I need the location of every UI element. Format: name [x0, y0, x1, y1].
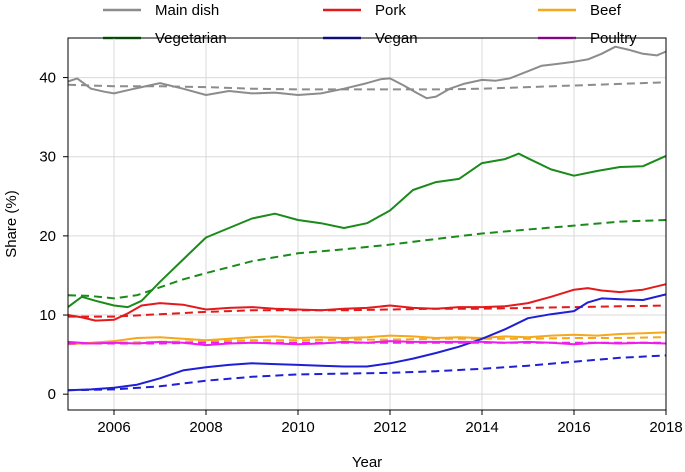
- series-main-dish: [67, 45, 667, 100]
- y-axis-title: Share (%): [3, 190, 20, 258]
- x-tick-label: 2012: [373, 419, 406, 436]
- fitted-line-pork: [68, 304, 667, 318]
- series-poultry: [67, 340, 667, 347]
- fitted-line-main-dish: [67, 81, 667, 91]
- legend-label-pork: Pork: [375, 2, 406, 19]
- x-tick-label: 2010: [281, 419, 314, 436]
- observed-line-vegetarian: [67, 152, 667, 309]
- fitted-line-vegetarian: [67, 219, 667, 300]
- legend-item-main-dish: Main dish: [103, 2, 219, 19]
- y-axis: 0 10 20 30 40: [39, 70, 68, 403]
- plot-frame: [67, 37, 667, 411]
- y-tick-label: 10: [39, 307, 56, 324]
- legend-item-pork: Pork: [323, 2, 406, 19]
- series-vegan: [67, 293, 667, 392]
- legend-label-main-dish: Main dish: [155, 2, 219, 19]
- x-tick-label: 2014: [465, 419, 498, 436]
- x-tick-label: 2006: [97, 419, 130, 436]
- series-vegetarian: [67, 152, 667, 309]
- observed-line-vegan: [67, 293, 667, 392]
- y-tick-label: 0: [48, 386, 56, 403]
- legend-label-beef: Beef: [590, 2, 622, 19]
- fitted-line-vegan: [67, 354, 667, 392]
- observed-line-main-dish: [67, 45, 667, 100]
- observed-line-poultry: [67, 340, 667, 347]
- series-layer: [67, 45, 667, 392]
- legend-item-beef: Beef: [538, 2, 622, 19]
- x-axis: 2006 2008 2010 2012 2014 2016 2018: [97, 410, 683, 436]
- series-pork: [67, 283, 667, 322]
- observed-line-pork: [67, 283, 667, 322]
- series-beef: [67, 331, 667, 346]
- y-tick-label: 20: [39, 228, 56, 245]
- x-tick-label: 2016: [557, 419, 590, 436]
- observed-line-beef: [67, 331, 667, 346]
- y-tick-label: 30: [39, 149, 56, 166]
- x-axis-title: Year: [352, 454, 382, 471]
- y-tick-label: 40: [39, 70, 56, 87]
- fitted-line-beef: [67, 336, 667, 345]
- x-tick-label: 2008: [189, 419, 222, 436]
- x-tick-label: 2018: [649, 419, 682, 436]
